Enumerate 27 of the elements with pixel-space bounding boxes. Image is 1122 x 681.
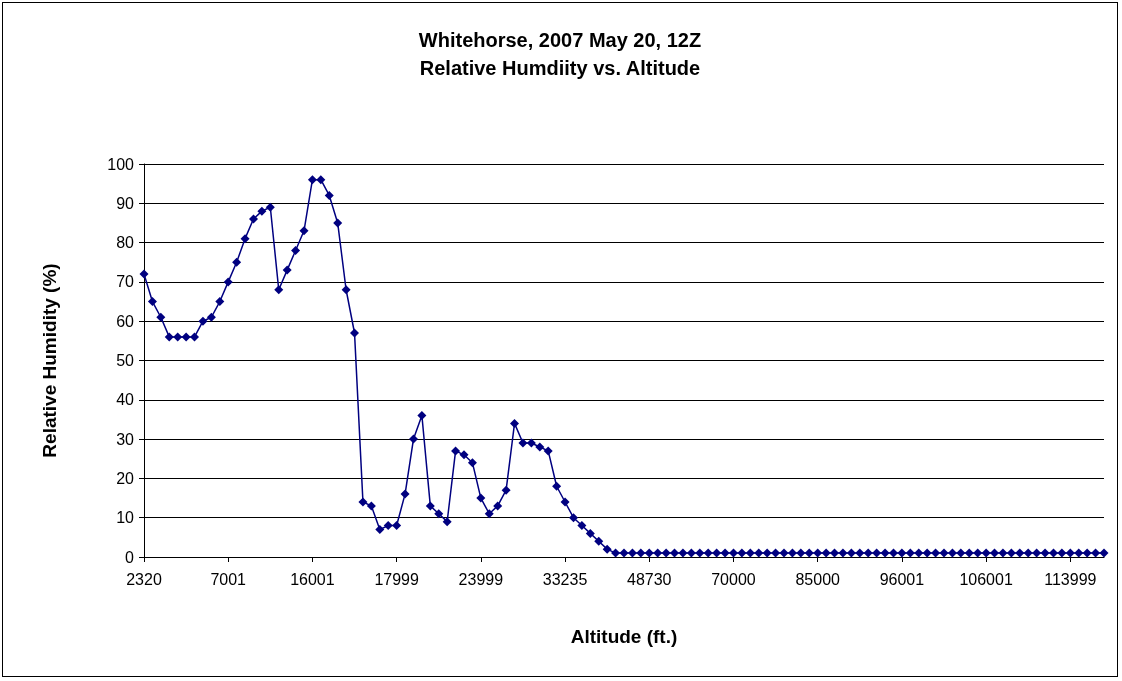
y-tick-label: 90 bbox=[116, 194, 135, 212]
y-tick-label: 100 bbox=[107, 155, 135, 173]
chart-title: Whitehorse, 2007 May 20, 12Z bbox=[418, 29, 702, 51]
y-tick-label: 0 bbox=[125, 548, 135, 566]
x-tick-label: 70000 bbox=[711, 570, 756, 588]
y-tick-label: 20 bbox=[116, 469, 135, 487]
x-tick-label: 113999 bbox=[1044, 570, 1097, 588]
y-tick-label: 40 bbox=[116, 391, 135, 409]
x-tick-label: 16001 bbox=[290, 570, 335, 588]
x-tick-label: 85000 bbox=[795, 570, 841, 588]
y-tick-label: 60 bbox=[116, 312, 135, 330]
y-tick-label: 70 bbox=[116, 273, 135, 291]
y-tick-label: 50 bbox=[116, 352, 135, 369]
x-tick-label: 33235 bbox=[542, 570, 588, 588]
x-tick-label: 106001 bbox=[959, 570, 1013, 588]
x-tick-label: 17999 bbox=[374, 570, 419, 588]
chart-subtitle: Relative Humdiity vs. Altitude bbox=[419, 57, 701, 79]
x-tick-label: 23999 bbox=[458, 570, 504, 588]
x-tick-label: 48730 bbox=[627, 570, 672, 588]
x-tick-label: 7001 bbox=[210, 570, 247, 588]
x-axis-title: Altitude (ft.) bbox=[570, 626, 678, 647]
x-tick-label: 96001 bbox=[879, 570, 925, 588]
y-tick-label: 80 bbox=[116, 234, 135, 252]
y-tick-label: 30 bbox=[116, 430, 135, 448]
y-axis-title: Relative Humidity (%) bbox=[39, 263, 60, 458]
x-tick-label: 2320 bbox=[126, 570, 162, 588]
y-tick-label: 10 bbox=[116, 509, 135, 527]
